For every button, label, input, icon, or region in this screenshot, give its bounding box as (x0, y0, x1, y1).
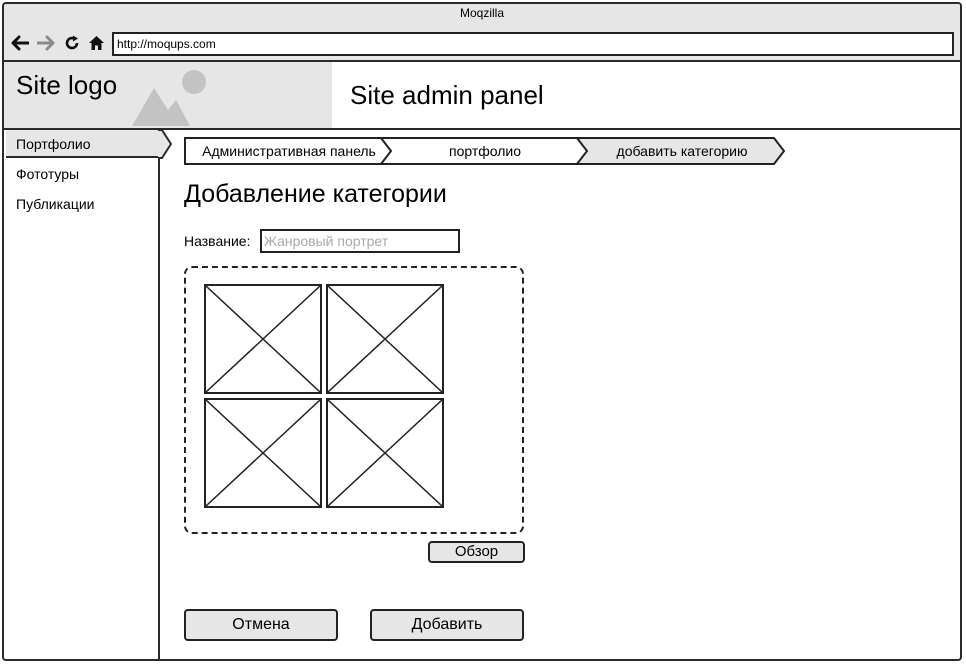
window-titlebar: Moqzilla (4, 4, 960, 24)
logo-area: Site logo (4, 62, 332, 128)
admin-panel-title: Site admin panel (350, 80, 544, 110)
site-header: Site logo Site admin panel (4, 62, 960, 130)
url-bar[interactable]: http://moqups.com (112, 32, 954, 56)
image-placeholder-icon (328, 400, 442, 506)
home-icon (88, 36, 104, 50)
reload-button[interactable] (62, 33, 82, 53)
breadcrumb-label: добавить категорию (616, 143, 748, 159)
breadcrumb-item-add-category[interactable]: добавить категорию (576, 137, 788, 165)
window-title: Moqzilla (459, 6, 504, 20)
forward-button[interactable] (36, 33, 56, 53)
image-dropzone[interactable] (184, 266, 524, 534)
active-pointer-icon (158, 130, 172, 159)
sidebar: Портфолио Фототуры Публикации (6, 130, 172, 659)
breadcrumb-item-admin-panel[interactable]: Административная панель (184, 137, 394, 165)
arrow-right-icon (37, 35, 55, 51)
image-placeholder-icon (328, 286, 442, 392)
sidebar-item-publications[interactable]: Публикации (6, 190, 158, 218)
image-placeholder-icon (206, 286, 320, 392)
browse-button[interactable]: Обзор (428, 541, 525, 563)
cancel-button[interactable]: Отмена (184, 609, 338, 641)
image-placeholder-icon (206, 400, 320, 506)
sidebar-item-label: Фототуры (16, 166, 80, 182)
sidebar-item-portfolio[interactable]: Портфолио (6, 130, 172, 159)
arrow-left-icon (11, 35, 29, 51)
sidebar-item-label: Портфолио (16, 136, 91, 152)
breadcrumb-label: Административная панель (202, 143, 376, 159)
breadcrumb-shape (576, 137, 786, 165)
name-label: Название: (184, 233, 251, 249)
image-thumbnail[interactable] (326, 284, 444, 394)
browser-toolbar: http://moqups.com (4, 24, 960, 62)
image-placeholder-icon (132, 70, 206, 126)
sidebar-item-phototours[interactable]: Фототуры (6, 160, 158, 188)
image-thumbnail[interactable] (326, 398, 444, 508)
breadcrumb-item-portfolio[interactable]: портфолио (380, 137, 590, 165)
image-thumbnail[interactable] (204, 284, 322, 394)
add-button[interactable]: Добавить (370, 609, 524, 641)
home-button[interactable] (86, 33, 106, 53)
sidebar-item-label: Публикации (16, 196, 95, 212)
image-thumbnail[interactable] (204, 398, 322, 508)
site-logo: Site logo (16, 70, 118, 100)
reload-icon (65, 35, 79, 50)
breadcrumb-label: портфолио (448, 143, 522, 159)
category-name-input[interactable] (260, 229, 460, 253)
page-title: Добавление категории (184, 180, 447, 208)
back-button[interactable] (10, 33, 30, 53)
